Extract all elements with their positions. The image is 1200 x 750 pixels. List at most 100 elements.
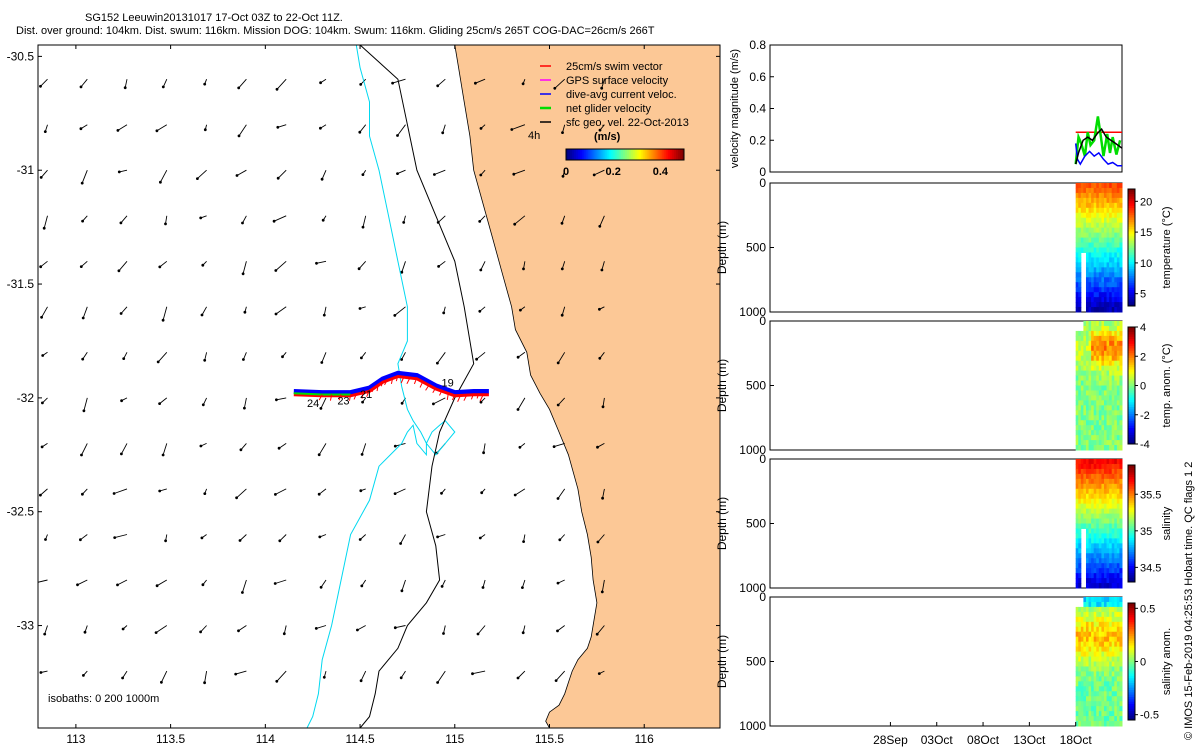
section-cell [1114,232,1118,239]
geo-arrow [557,625,565,632]
section-cell [1091,626,1095,633]
section-cell [1085,518,1090,524]
section-cell [1078,696,1082,702]
geo-arrow-head [601,405,605,409]
section-cell [1075,493,1079,500]
section-colorbar-swatch [1128,481,1135,485]
section-colorbar-swatch [1128,574,1135,578]
section-cell [1075,459,1079,465]
section-cell [1116,583,1120,589]
section-cell [1109,267,1113,273]
section-cell [1080,385,1084,391]
section-colorbar-swatch [1128,691,1135,695]
section-cell [1116,385,1120,391]
section-cell [1109,435,1113,441]
section-colorbar-frame [1127,188,1136,307]
geo-arrow-head [203,681,207,685]
section-cell [1091,656,1095,662]
section-cell [1083,360,1087,367]
section-cell [1106,330,1110,337]
section-cell [1093,292,1097,298]
section-cell [1096,563,1100,569]
map-x-tick-label: 113 [66,732,85,746]
section-cell [1119,636,1123,643]
section-cell [1103,330,1108,337]
section-cell [1078,350,1082,357]
section-cell [1098,463,1102,470]
colorbar-swatch [621,149,624,160]
section-cell [1093,355,1097,362]
section-cell [1075,691,1079,697]
section-cell [1075,405,1079,411]
section-cell [1096,302,1100,308]
geo-arrow-head [276,176,280,180]
section-cell [1116,671,1120,677]
section-cell [1085,543,1090,549]
section-cell [1080,360,1084,367]
section-cell [1114,558,1118,564]
section-cell [1109,395,1113,401]
section-cell [1101,360,1105,367]
section-colorbar-swatch [1128,252,1135,255]
section-cell [1085,523,1090,529]
section-cell [1085,272,1090,278]
section-cell [1083,350,1087,357]
section-colorbar-swatch [1128,263,1135,267]
section-cell [1085,445,1090,451]
colorbar-swatch [571,149,575,160]
section-cell [1109,518,1113,524]
section-cell [1083,611,1087,618]
section-cell [1116,183,1120,189]
colorbar-swatch [652,149,655,160]
geo-arrow-head [161,85,165,89]
section-cell [1109,302,1113,308]
section-cell [1103,483,1108,490]
geo-arrow-head [482,451,485,455]
section-cell [1103,538,1108,544]
section-cell [1075,330,1079,337]
section-cell [1085,380,1090,386]
section-cell [1101,257,1105,263]
section-cell [1091,202,1095,209]
section-cell [1075,272,1079,278]
section-cell [1096,611,1100,618]
section-cell [1103,183,1108,189]
legend-geo: sfc geo. vel. 22-Oct-2013 [566,117,689,129]
section-cell [1101,696,1105,702]
section-cell [1114,621,1118,628]
geo-arrow [155,625,168,633]
section-cell [1091,533,1095,539]
section-cell [1103,488,1108,495]
section-cell [1083,400,1087,406]
colorbar-swatch [646,149,649,160]
section-cell [1088,518,1092,524]
section-cell [1088,222,1092,229]
section-cell [1101,187,1105,194]
section-colorbar-swatch [1128,626,1135,630]
section-cell [1109,192,1113,199]
map-y-tick-label: -31.5 [7,277,35,291]
section-cell [1096,696,1100,702]
section-cell [1106,493,1110,500]
section-cell [1111,711,1115,717]
colorbar-swatch [630,149,634,160]
section-cell [1093,641,1097,648]
section-cell [1088,435,1092,441]
section-cell [1098,375,1102,382]
section-cell [1096,297,1100,303]
section-cell [1114,583,1118,589]
section-cell [1111,508,1115,515]
section-colorbar-swatch [1128,406,1135,410]
section-cell [1096,518,1100,524]
section-colorbar-swatch [1128,413,1135,417]
section-colorbar-frame [1127,464,1136,583]
geo-arrow-head [317,492,321,496]
section-cell [1106,370,1110,377]
section-cell [1078,400,1082,406]
geo-arrow-head [42,226,46,230]
section-cell [1098,606,1102,613]
geo-arrow-head [518,445,522,449]
section-cell [1093,227,1097,234]
section-cell [1109,425,1113,431]
section-cell [1119,463,1123,470]
